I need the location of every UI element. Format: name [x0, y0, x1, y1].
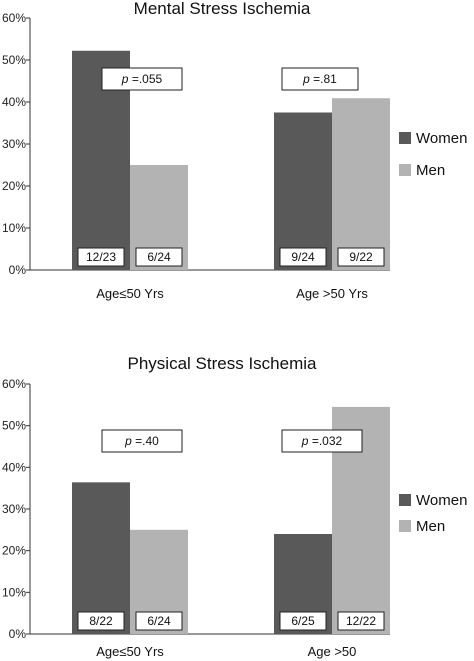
fraction-label: 6/24 [147, 614, 171, 628]
fraction-label: 9/22 [349, 250, 373, 264]
fraction-label: 6/25 [291, 614, 315, 628]
fraction-label-box [135, 611, 183, 631]
y-tick-label: 40% [2, 460, 26, 474]
y-tick-label: 30% [2, 137, 26, 151]
y-tick-label: 30% [2, 502, 26, 516]
legend-label-women: Women [416, 492, 467, 509]
chart-1: Mental Stress Ischemia 0% 10% 20% 30% 40% 50% 6… [2, 0, 467, 301]
legend-swatch-women [399, 132, 411, 144]
fraction-label-box [337, 611, 385, 631]
bar-men-2 [332, 98, 390, 270]
fraction-label-box [77, 611, 125, 631]
category-label: Age >50 Yrs [296, 286, 368, 301]
legend-swatch-women [399, 494, 411, 506]
fraction-label: 12/22 [346, 614, 376, 628]
p-value-box [101, 67, 183, 91]
y-tick-label: 50% [2, 419, 26, 433]
p-value-box [281, 67, 359, 91]
fraction-label-box [77, 247, 125, 267]
y-tick-label: 60% [2, 377, 26, 391]
fraction-label-box [337, 247, 385, 267]
category-label: Age≤50 Yrs [96, 644, 164, 659]
fraction-label-box [135, 247, 183, 267]
bar-women-2 [274, 112, 332, 270]
y-tick-label: 10% [2, 221, 26, 235]
legend-swatch-men [399, 520, 411, 532]
p-value-box [101, 429, 183, 453]
p-value-label: p =.055 [121, 72, 163, 86]
y-tick-label: 20% [2, 544, 26, 558]
y-tick-label: 20% [2, 179, 26, 193]
y-tick-label: 40% [2, 95, 26, 109]
p-value-label: p =.81 [302, 72, 337, 86]
fraction-label: 12/23 [86, 250, 116, 264]
category-label: Age≤50 Yrs [96, 286, 164, 301]
y-tick-label: 50% [2, 53, 26, 67]
legend-label-men: Men [416, 518, 445, 535]
legend-label-women: Women [416, 130, 467, 147]
y-tick-label: 60% [2, 11, 26, 25]
legend-label-men: Men [416, 162, 445, 179]
fraction-label: 6/24 [147, 250, 171, 264]
fraction-label-box [279, 611, 327, 631]
fraction-label-box [279, 247, 327, 267]
category-label: Age >50 [308, 644, 357, 659]
legend-swatch-men [399, 164, 411, 176]
p-value-label: p =.032 [301, 434, 343, 448]
fraction-label: 8/22 [89, 614, 113, 628]
chart-2: Physical Stress Ischemia 0% 10% 20% 30% 40% 50… [2, 354, 467, 659]
y-tick-label: 0% [9, 627, 27, 641]
chart-title: Mental Stress Ischemia [134, 0, 311, 18]
chart-title: Physical Stress Ischemia [128, 354, 317, 373]
fraction-label: 9/24 [291, 250, 315, 264]
bar-women-1 [72, 482, 130, 634]
p-value-box [281, 429, 363, 453]
y-tick-label: 10% [2, 585, 26, 599]
p-value-label: p =.40 [124, 434, 159, 448]
y-tick-label: 0% [9, 263, 27, 277]
